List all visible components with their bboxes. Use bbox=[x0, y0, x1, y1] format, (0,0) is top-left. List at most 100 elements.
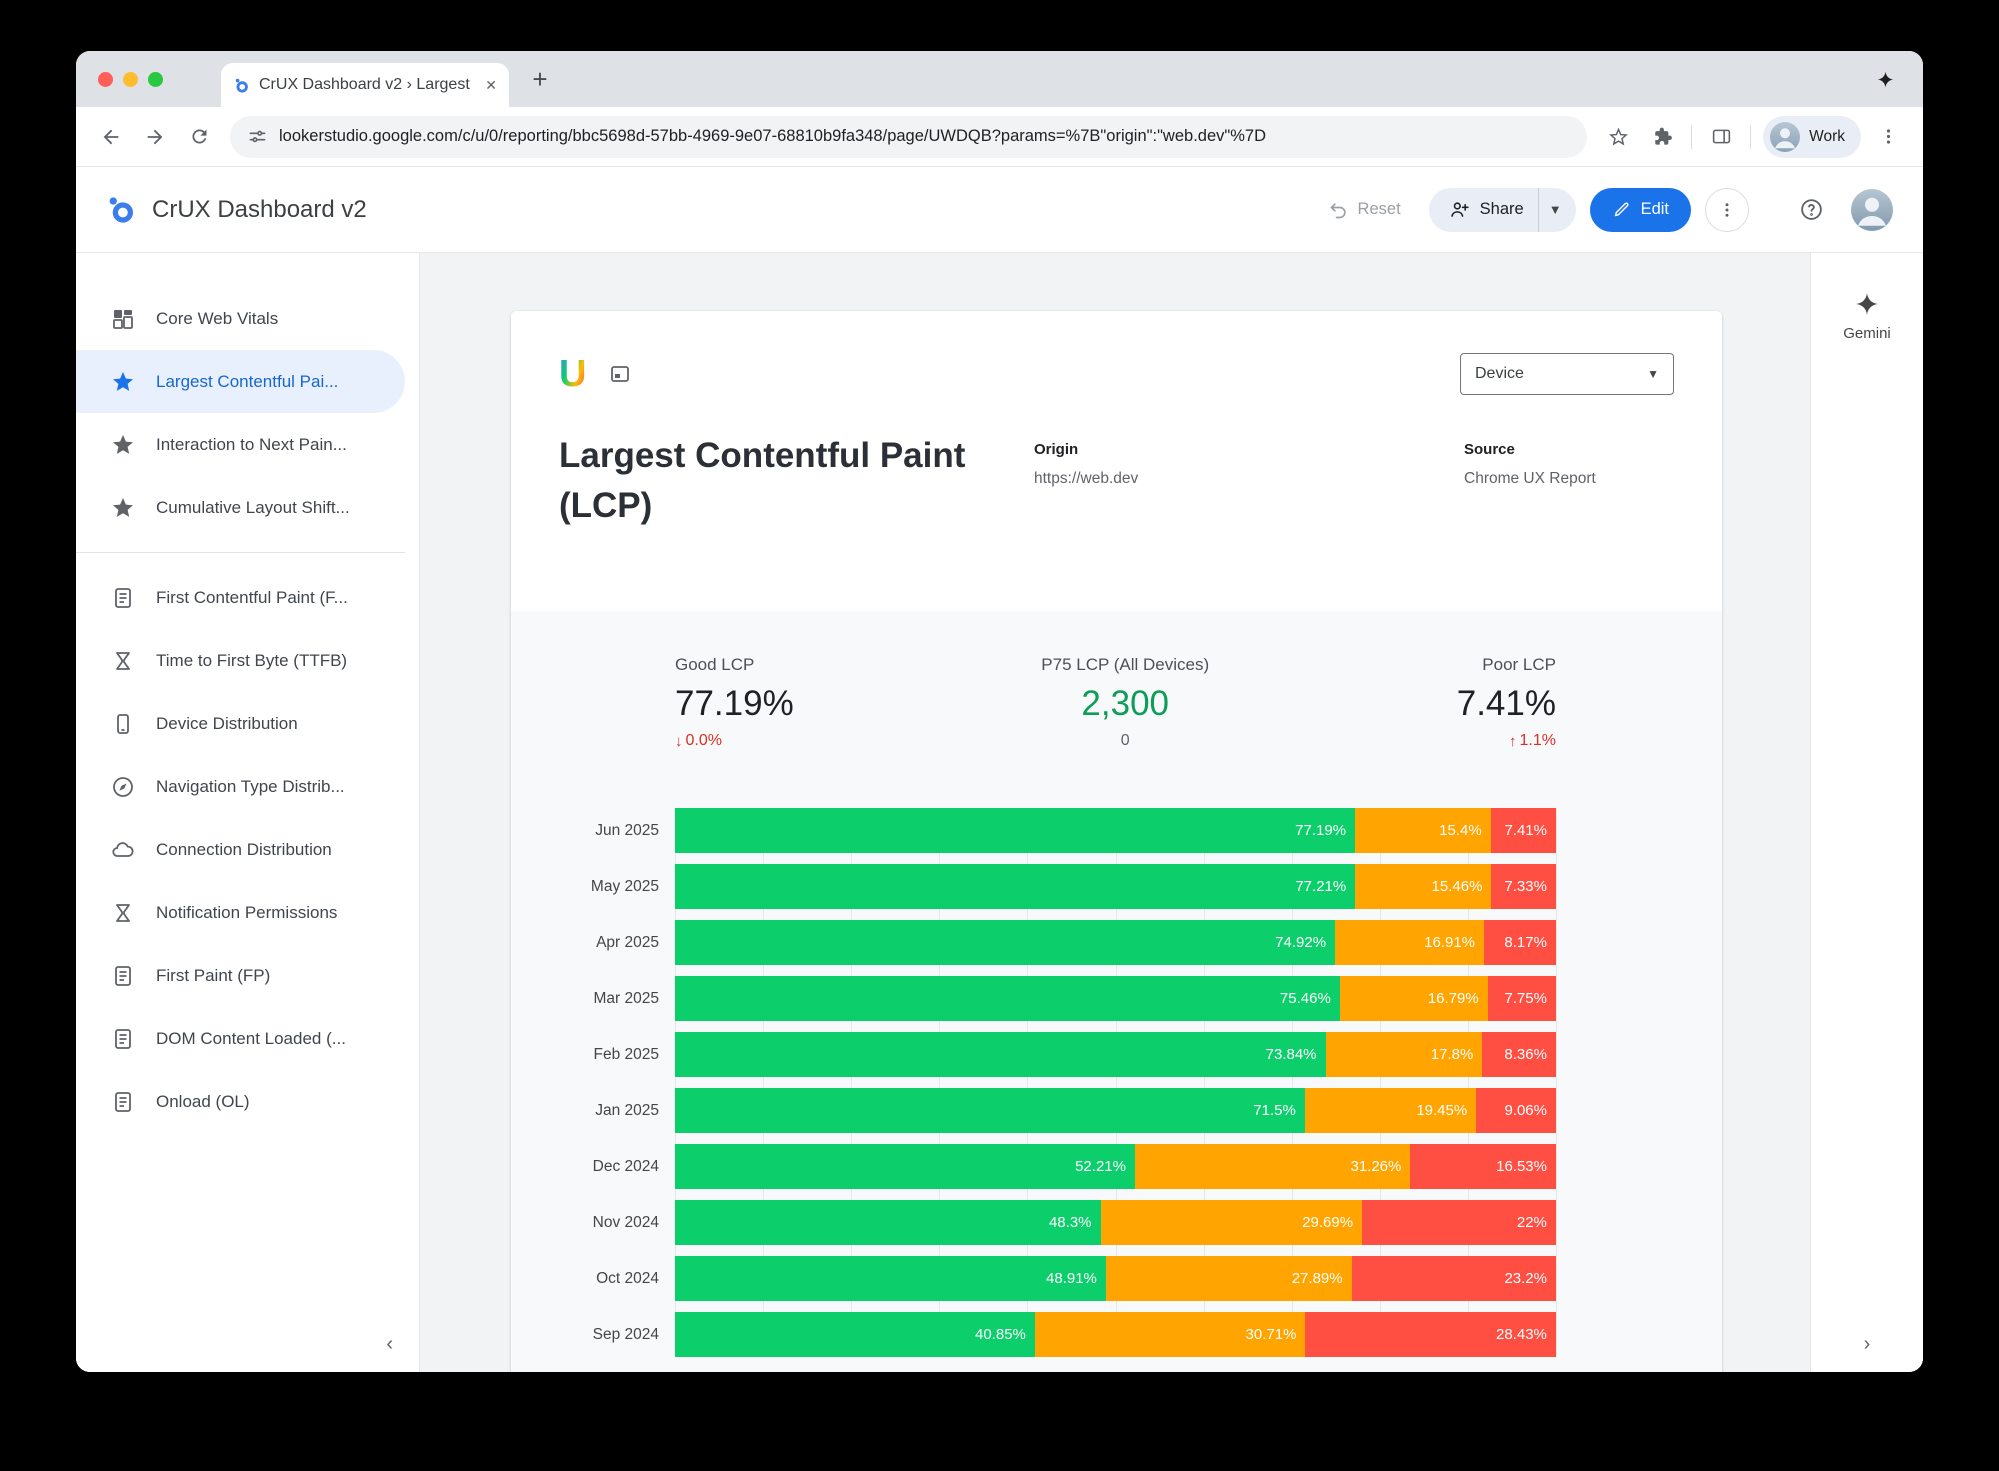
reset-button[interactable]: Reset bbox=[1311, 188, 1419, 232]
chart-gridlines bbox=[675, 808, 1557, 1357]
help-button[interactable] bbox=[1789, 188, 1833, 232]
bar-segment-poor[interactable]: 7.41% bbox=[1490, 808, 1556, 853]
sidebar-item-navigation-type-distribution[interactable]: Navigation Type Distrib... bbox=[76, 755, 405, 818]
sidebar-item-onload[interactable]: Onload (OL) bbox=[76, 1070, 405, 1133]
chart-bar[interactable]: 52.21% 31.26% 16.53% bbox=[675, 1144, 1556, 1189]
bar-segment-needs-improvement[interactable]: 30.71% bbox=[1034, 1312, 1306, 1357]
back-button[interactable] bbox=[90, 116, 132, 158]
scorecard-label: Poor LCP bbox=[1482, 655, 1556, 674]
sidebar-item-interaction-to-next-paint[interactable]: Interaction to Next Pain... bbox=[76, 413, 405, 476]
expand-panel-button[interactable]: › bbox=[1863, 1333, 1871, 1355]
close-window-button[interactable] bbox=[98, 71, 113, 87]
chart-bar[interactable]: 40.85% 30.71% 28.43% bbox=[675, 1312, 1556, 1357]
report-name[interactable]: CrUX Dashboard v2 bbox=[152, 195, 367, 223]
collapse-sidebar-button[interactable]: ‹ bbox=[386, 1333, 393, 1355]
bar-segment-needs-improvement[interactable]: 16.79% bbox=[1339, 976, 1488, 1021]
sidebar-item-cumulative-layout-shift[interactable]: Cumulative Layout Shift... bbox=[76, 476, 405, 539]
chart-bar[interactable]: 71.5% 19.45% 9.06% bbox=[675, 1088, 1556, 1133]
bar-segment-needs-improvement[interactable]: 27.89% bbox=[1105, 1256, 1352, 1301]
source-label: Source bbox=[1464, 441, 1515, 458]
chart-bar[interactable]: 48.91% 27.89% 23.2% bbox=[675, 1256, 1556, 1301]
bar-segment-poor[interactable]: 23.2% bbox=[1351, 1256, 1556, 1301]
bar-segment-needs-improvement[interactable]: 15.46% bbox=[1355, 864, 1492, 909]
url-text[interactable]: lookerstudio.google.com/c/u/0/reporting/… bbox=[279, 127, 1267, 145]
reload-button[interactable] bbox=[178, 116, 220, 158]
profile-chip[interactable]: Work bbox=[1763, 115, 1861, 158]
bar-segment-poor[interactable]: 9.06% bbox=[1476, 1088, 1556, 1133]
side-panel-icon[interactable] bbox=[1700, 116, 1742, 158]
chart-bar[interactable]: 74.92% 16.91% 8.17% bbox=[675, 920, 1556, 965]
gemini-icon[interactable] bbox=[1854, 291, 1880, 317]
site-info-icon[interactable] bbox=[248, 127, 267, 146]
bar-segment-poor[interactable]: 16.53% bbox=[1410, 1144, 1556, 1189]
chart-bar[interactable]: 77.21% 15.46% 7.33% bbox=[675, 864, 1556, 909]
url-bar[interactable]: lookerstudio.google.com/c/u/0/reporting/… bbox=[230, 115, 1588, 158]
scorecards: Good LCP 77.19% ↓ 0.0% P75 LCP (All Devi… bbox=[511, 611, 1722, 750]
new-tab-button[interactable]: + bbox=[532, 63, 548, 94]
bar-segment-needs-improvement[interactable]: 19.45% bbox=[1304, 1088, 1477, 1133]
close-tab-icon[interactable]: ✕ bbox=[485, 76, 497, 93]
bar-segment-needs-improvement[interactable]: 29.69% bbox=[1100, 1200, 1363, 1245]
bar-segment-good[interactable]: 40.85% bbox=[675, 1312, 1035, 1357]
bar-segment-needs-improvement[interactable]: 15.4% bbox=[1355, 808, 1491, 853]
bar-segment-poor[interactable]: 7.75% bbox=[1487, 976, 1556, 1021]
chart-bar[interactable]: 73.84% 17.8% 8.36% bbox=[675, 1032, 1556, 1077]
browser-menu-icon[interactable] bbox=[1867, 116, 1909, 158]
gemini-label: Gemini bbox=[1843, 325, 1891, 342]
share-button[interactable]: Share ▼ bbox=[1428, 187, 1576, 232]
chart-row-label: Mar 2025 bbox=[593, 989, 659, 1007]
maximize-window-button[interactable] bbox=[148, 71, 163, 87]
scorecard-value: 7.41% bbox=[1456, 684, 1556, 723]
bar-segment-good[interactable]: 48.91% bbox=[675, 1256, 1106, 1301]
bar-segment-value: 9.06% bbox=[1504, 1102, 1547, 1119]
bar-segment-needs-improvement[interactable]: 16.91% bbox=[1335, 920, 1484, 965]
device-filter-label: Device bbox=[1475, 365, 1524, 382]
bar-segment-good[interactable]: 52.21% bbox=[675, 1144, 1135, 1189]
bar-segment-poor[interactable]: 28.43% bbox=[1305, 1312, 1556, 1357]
chart-bar[interactable]: 48.3% 29.69% 22% bbox=[675, 1200, 1556, 1245]
undo-icon bbox=[1329, 200, 1349, 220]
sparkle-icon[interactable] bbox=[1876, 70, 1895, 89]
sidebar-item-largest-contentful-paint[interactable]: Largest Contentful Pai... bbox=[76, 350, 405, 413]
bar-segment-good[interactable]: 77.19% bbox=[675, 808, 1356, 853]
bar-segment-poor[interactable]: 8.17% bbox=[1484, 920, 1556, 965]
bar-segment-good[interactable]: 48.3% bbox=[675, 1200, 1101, 1245]
sidebar-item-core-web-vitals[interactable]: Core Web Vitals bbox=[76, 287, 405, 350]
extensions-icon[interactable] bbox=[1641, 116, 1683, 158]
sidebar-item-label: First Paint (FP) bbox=[156, 965, 271, 985]
bar-segment-good[interactable]: 77.21% bbox=[675, 864, 1356, 909]
bar-segment-needs-improvement[interactable]: 17.8% bbox=[1325, 1032, 1483, 1077]
sidebar-item-time-to-first-byte[interactable]: Time to First Byte (TTFB) bbox=[76, 629, 405, 692]
device-filter-dropdown[interactable]: Device ▼ bbox=[1460, 353, 1674, 395]
edit-button[interactable]: Edit bbox=[1589, 187, 1691, 232]
chart-bar[interactable]: 75.46% 16.79% 7.75% bbox=[675, 976, 1556, 1021]
sidebar-item-notification-permissions[interactable]: Notification Permissions bbox=[76, 881, 405, 944]
bar-segment-good[interactable]: 73.84% bbox=[675, 1032, 1326, 1077]
bar-segment-good[interactable]: 75.46% bbox=[675, 976, 1340, 1021]
browser-tab[interactable]: CrUX Dashboard v2 › Largest ✕ bbox=[221, 63, 509, 107]
bar-segment-good[interactable]: 74.92% bbox=[675, 920, 1336, 965]
bar-segment-good[interactable]: 71.5% bbox=[675, 1088, 1305, 1133]
more-options-button[interactable] bbox=[1705, 187, 1749, 232]
bar-segment-value: 8.36% bbox=[1504, 1046, 1547, 1063]
sidebar-item-device-distribution[interactable]: Device Distribution bbox=[76, 692, 405, 755]
sidebar-item-first-contentful-paint[interactable]: First Contentful Paint (F... bbox=[76, 566, 405, 629]
bookmark-star-icon[interactable] bbox=[1597, 116, 1639, 158]
minimize-window-button[interactable] bbox=[123, 71, 138, 87]
chart-bar[interactable]: 77.19% 15.4% 7.41% bbox=[675, 808, 1556, 853]
right-rail: Gemini › bbox=[1810, 253, 1923, 1372]
bar-segment-value: 30.71% bbox=[1245, 1326, 1297, 1343]
bar-segment-poor[interactable]: 7.33% bbox=[1491, 864, 1556, 909]
account-avatar[interactable] bbox=[1851, 188, 1893, 231]
share-dropdown-button[interactable]: ▼ bbox=[1537, 187, 1576, 232]
report-title: Largest Contentful Paint (LCP) bbox=[559, 436, 966, 525]
sidebar-item-first-paint[interactable]: First Paint (FP) bbox=[76, 944, 405, 1007]
bar-segment-poor[interactable]: 22% bbox=[1362, 1200, 1556, 1245]
bar-segment-poor[interactable]: 8.36% bbox=[1482, 1032, 1556, 1077]
forward-button[interactable] bbox=[134, 116, 176, 158]
sidebar-item-dom-content-loaded[interactable]: DOM Content Loaded (... bbox=[76, 1007, 405, 1070]
report-page-sidebar: Core Web Vitals Largest Contentful Pai..… bbox=[76, 253, 420, 1372]
sidebar-item-connection-distribution[interactable]: Connection Distribution bbox=[76, 818, 405, 881]
chart-row-label: May 2025 bbox=[590, 877, 659, 895]
bar-segment-needs-improvement[interactable]: 31.26% bbox=[1134, 1144, 1411, 1189]
